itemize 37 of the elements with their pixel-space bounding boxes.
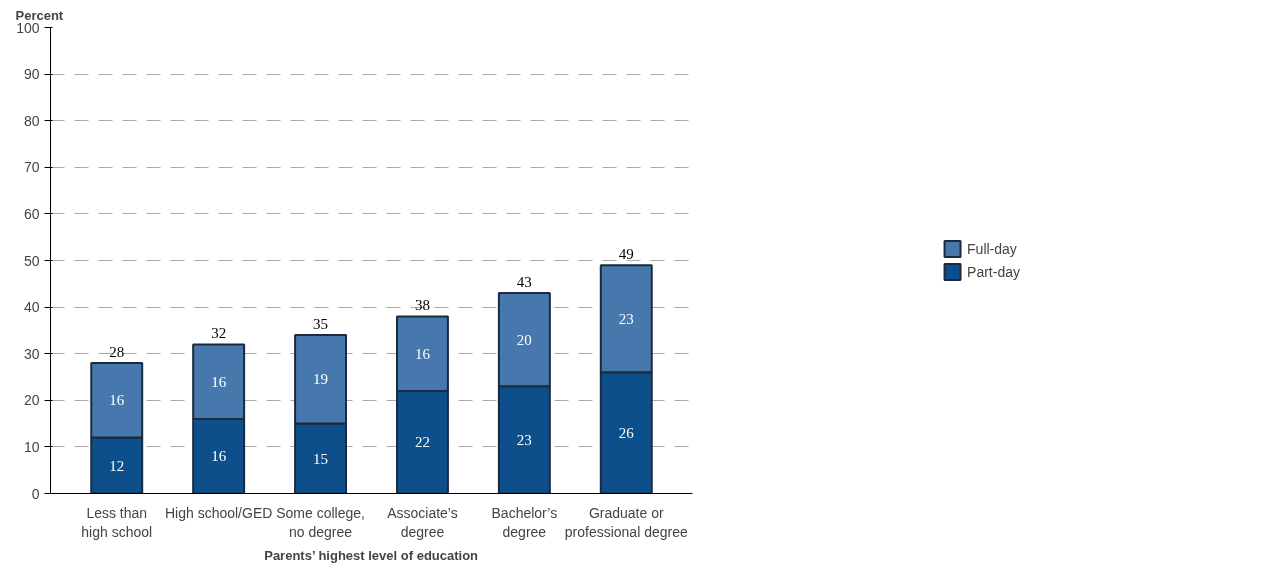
x-tick-label: Graduate or professional degree — [564, 504, 688, 540]
data-label: 16 — [414, 345, 431, 362]
total-label: 32 — [211, 325, 227, 342]
y-tick-label: 40 — [23, 299, 40, 316]
data-label: 19 — [313, 371, 329, 388]
x-axis-title: Parents’ highest level of education — [264, 547, 479, 563]
data-label: 12 — [109, 457, 125, 474]
legend-label: Full-day — [967, 240, 1017, 257]
y-tick-label: 70 — [23, 159, 40, 176]
total-label: 28 — [109, 344, 125, 361]
x-tick-label: Less than high school — [81, 504, 153, 540]
data-label: 26 — [618, 424, 635, 441]
data-label: 15 — [313, 450, 329, 467]
y-tick-label: 50 — [23, 252, 40, 269]
legend-label: Part-day — [967, 263, 1020, 280]
data-label: 20 — [516, 331, 532, 348]
y-tick-label: 80 — [23, 112, 40, 129]
y-tick-label: 0 — [31, 485, 40, 502]
x-tick-label: Some college, no degree — [276, 504, 365, 540]
y-tick-label: 90 — [23, 66, 40, 83]
data-label: 23 — [516, 431, 532, 448]
x-tick-label: High school/GED — [164, 504, 273, 521]
y-tick-label: 60 — [23, 205, 40, 222]
y-tick-label: 10 — [23, 438, 40, 455]
y-tick-label: 20 — [23, 392, 40, 409]
data-label: 16 — [211, 448, 227, 465]
x-tick-label: Bachelor’s degree — [491, 504, 558, 540]
data-label: 23 — [618, 310, 634, 327]
total-label: 49 — [618, 246, 634, 263]
y-tick-label: 30 — [23, 345, 40, 362]
data-label: 22 — [414, 434, 430, 451]
x-tick-label: Associate’s degree — [387, 504, 458, 540]
data-label: 16 — [211, 373, 227, 390]
data-label: 16 — [109, 392, 125, 409]
total-label: 35 — [313, 316, 329, 333]
total-label: 38 — [414, 297, 430, 314]
total-label: 43 — [516, 274, 532, 291]
